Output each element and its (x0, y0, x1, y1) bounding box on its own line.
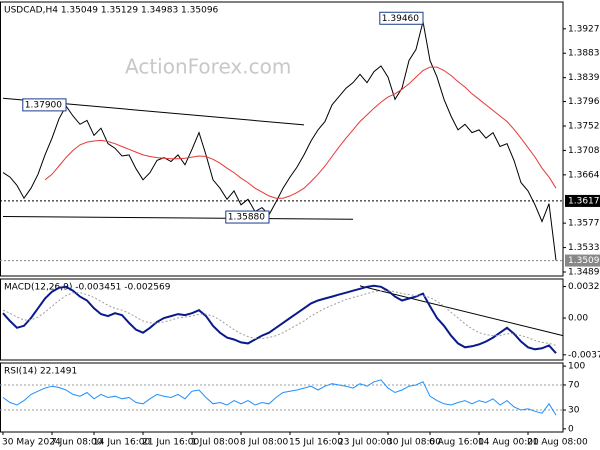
y-tick-label: 0.003227 (568, 282, 600, 292)
series-line (2, 284, 557, 354)
panel-frame (0, 362, 564, 433)
trend-line (359, 285, 564, 337)
panel-title: RSI(14) 22.1491 (4, 367, 77, 377)
annotation-label: 1.37900 (25, 100, 62, 110)
y-tick-label: 70 (568, 380, 580, 390)
series-line (44, 66, 557, 199)
panel-frame (0, 1, 564, 277)
x-tick-label: 30 May 2024 (2, 438, 61, 448)
y-tick-label: 100 (568, 362, 585, 372)
x-tick-label: 6 Aug 16:00 (429, 438, 484, 448)
watermark: ActionForex.com (125, 55, 291, 79)
y-tick-label: 1.34890 (568, 268, 600, 278)
y-tick-label: 1.35770 (568, 219, 600, 229)
series-line (2, 21, 557, 261)
y-tick-label: 1.37960 (568, 97, 600, 107)
annotation-box (22, 98, 67, 112)
trend-line (2, 215, 354, 220)
y-tick-label: 1.39270 (568, 24, 600, 34)
x-tick-label: 15 Jul 16:00 (289, 438, 343, 448)
y-tick-label: 1.38830 (568, 49, 600, 59)
panel-frame (0, 278, 564, 361)
x-tick-label: 21 Jun 16:00 (142, 438, 199, 448)
annotation-box (379, 11, 424, 25)
panel-title: USDCAD,H4 1.35049 1.35129 1.34983 1.3509… (4, 6, 219, 16)
y-tick-label: -0.003769 (568, 350, 600, 360)
y-tick-label: 1.36640 (568, 170, 600, 180)
series-line (2, 290, 557, 346)
x-tick-label: 8 Jul 08:00 (240, 438, 289, 448)
panel-title: MACD(12,26,9) -0.003451 -0.002569 (4, 283, 171, 293)
annotation-box (225, 210, 270, 224)
x-tick-label: 14 Jun 16:00 (93, 438, 150, 448)
y-tick-label: 0.00 (568, 314, 588, 324)
y-tick-label: 30 (568, 406, 580, 416)
level-box (565, 254, 600, 267)
y-tick-label: 1.37080 (568, 146, 600, 156)
x-tick-label: 7 Jun 08:00 (51, 438, 103, 448)
y-tick-label: 0 (568, 424, 574, 434)
y-tick-label: 1.37520 (568, 121, 600, 131)
series-line (2, 379, 557, 416)
level-label: 1.35096 (568, 256, 600, 266)
x-tick-label: 1 Jul 08:00 (191, 438, 240, 448)
annotation-label: 1.39460 (382, 14, 419, 24)
x-tick-label: 21 Aug 08:00 (527, 438, 588, 448)
level-label: 1.36170 (568, 196, 600, 206)
annotation-label: 1.35880 (228, 213, 265, 223)
level-box (565, 194, 600, 207)
x-tick-label: 30 Jul 08:00 (387, 438, 441, 448)
x-tick-label: 23 Jul 00:00 (338, 438, 392, 448)
y-tick-label: 1.38390 (568, 73, 600, 83)
y-tick-label: 1.35330 (568, 243, 600, 253)
x-tick-label: 14 Aug 00:00 (478, 438, 539, 448)
